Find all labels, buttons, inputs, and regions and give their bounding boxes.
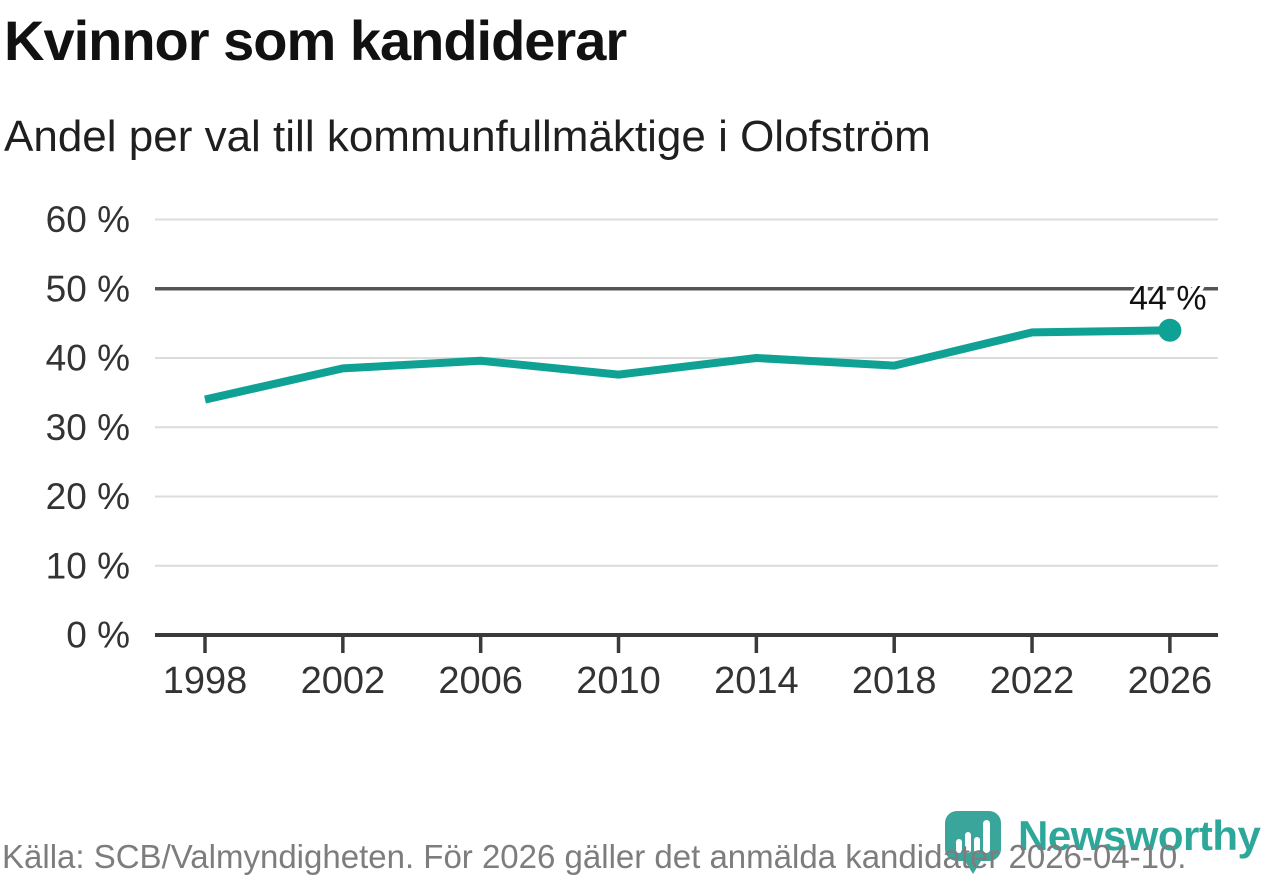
x-tick-label: 2026 [1128,660,1213,702]
newsworthy-bubble-chart-icon [945,811,1001,874]
bar-4 [983,820,990,853]
y-tick-label: 10 % [46,545,130,586]
y-tick-label: 20 % [46,476,130,517]
y-tick-label: 60 % [46,199,130,240]
line-chart: 0 % 10 % 20 % 30 % 40 % 50 % 60 % 1998 2002 2006 2… [46,199,1218,702]
y-tick-label: 0 % [66,615,130,656]
y-tick-label: 40 % [46,338,130,379]
source-note: Källa: SCB/Valmyndigheten. För 2026 gäll… [2,838,1187,875]
chart-subtitle: Andel per val till kommunfullmäktige i O… [4,112,931,161]
bar-2 [965,832,971,853]
end-point-dot [1158,318,1182,342]
x-tick-label: 2006 [438,660,523,702]
y-tick-label: 50 % [46,268,130,309]
newsworthy-logo: Newsworthy [944,810,1262,876]
newsworthy-wordmark: Newsworthy [1018,812,1261,859]
y-tick-label: 30 % [46,407,130,448]
bar-3 [974,837,980,853]
bar-1 [956,839,962,853]
x-tick-label: 1998 [163,660,248,702]
x-tick-label: 2022 [990,660,1075,702]
chart-title: Kvinnor som kandiderar [4,9,627,72]
x-tick-label: 2018 [852,660,937,702]
x-tick-label: 2014 [714,660,799,702]
series-line [204,326,1170,404]
end-value-label: 44 % [1129,279,1207,317]
x-tick-label: 2010 [576,660,661,702]
x-tick-label: 2002 [301,660,386,702]
